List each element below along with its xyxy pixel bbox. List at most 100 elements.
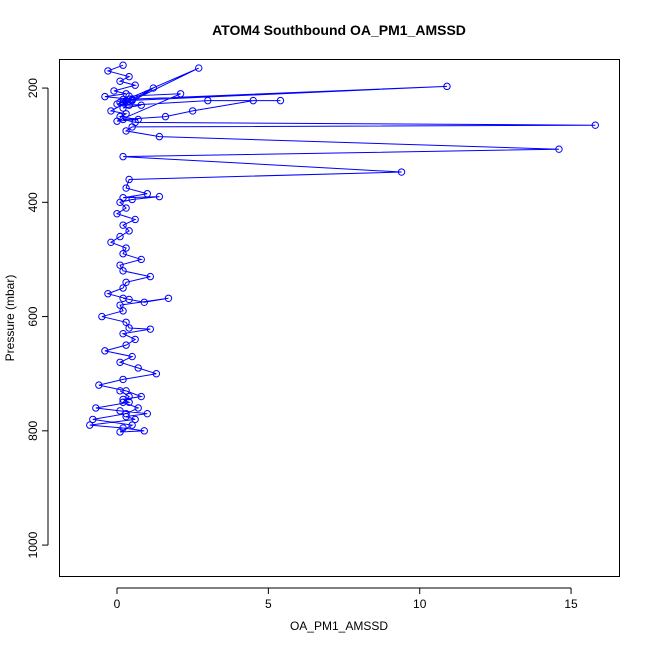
- data-point: [146, 272, 155, 281]
- data-point: [86, 421, 94, 429]
- data-point: [131, 215, 139, 224]
- data-point: [98, 312, 106, 321]
- data-point: [249, 96, 257, 105]
- data-point: [125, 392, 133, 401]
- data-point: [119, 284, 127, 292]
- data-point: [134, 364, 142, 372]
- series-line: [89, 64, 596, 433]
- data-point: [119, 395, 127, 404]
- data-point: [146, 325, 155, 333]
- data-point: [116, 301, 124, 309]
- y-tick-label: 200: [26, 78, 40, 98]
- data-point: [119, 294, 127, 302]
- data-point: [119, 250, 127, 258]
- y-axis-label: Pressure (mbar): [3, 275, 17, 362]
- data-point: [176, 90, 185, 98]
- data-point: [116, 358, 124, 366]
- data-point: [116, 98, 124, 107]
- y-axis: 200 400 600 800 1000: [26, 78, 49, 558]
- x-tick-label: 10: [413, 597, 427, 611]
- data-point: [104, 290, 112, 298]
- data-point: [152, 369, 161, 378]
- data-point: [122, 278, 130, 286]
- data-point: [122, 409, 130, 418]
- data-point: [116, 428, 124, 436]
- y-tick-label: 800: [26, 420, 40, 440]
- data-point: [125, 101, 133, 109]
- data-point: [555, 145, 563, 153]
- y-tick-label: 400: [26, 192, 40, 212]
- data-point: [131, 81, 139, 89]
- data-point: [110, 87, 118, 95]
- data-point: [204, 96, 212, 105]
- data-point: [134, 404, 142, 412]
- data-point: [116, 261, 124, 269]
- data-point: [119, 115, 127, 124]
- data-point: [143, 190, 151, 198]
- data-point: [122, 127, 130, 135]
- data-point: [122, 341, 130, 349]
- data-point: [137, 255, 145, 264]
- data-point: [188, 107, 197, 115]
- data-point: [143, 409, 151, 418]
- data-point: [104, 67, 112, 75]
- data-point: [119, 307, 127, 315]
- data-point: [119, 221, 127, 229]
- data-point: [155, 192, 164, 201]
- data-point: [122, 110, 130, 118]
- data-point: [140, 427, 148, 435]
- data-point: [119, 61, 127, 69]
- x-axis-label: OA_PM1_AMSSD: [290, 619, 388, 633]
- data-point: [116, 198, 124, 207]
- data-point: [101, 92, 109, 101]
- data-point: [195, 64, 203, 72]
- data-point: [443, 82, 451, 91]
- plot-frame: [59, 59, 620, 577]
- data-point: [125, 175, 133, 184]
- data-point: [116, 387, 124, 395]
- data-point: [119, 267, 127, 275]
- data-point: [122, 318, 130, 326]
- data-point: [107, 107, 115, 115]
- data-point: [119, 330, 127, 338]
- data-point: [131, 335, 139, 344]
- data-point: [137, 392, 145, 401]
- data-point: [125, 72, 133, 81]
- data-point: [119, 152, 127, 161]
- data-point: [107, 238, 115, 247]
- data-point: [122, 412, 130, 421]
- data-point: [101, 347, 109, 355]
- data-point: [122, 244, 130, 252]
- data-point: [122, 204, 130, 212]
- y-tick-label: 1000: [26, 531, 40, 558]
- data-point: [397, 168, 406, 176]
- data-point: [155, 132, 164, 141]
- data-point: [89, 415, 97, 424]
- data-point: [92, 404, 100, 412]
- x-tick-label: 0: [114, 597, 121, 611]
- x-tick-label: 5: [265, 597, 272, 611]
- y-tick-label: 600: [26, 306, 40, 326]
- data-point: [122, 184, 130, 192]
- data-point: [125, 227, 133, 235]
- data-point: [164, 294, 173, 302]
- data-point: [119, 398, 127, 406]
- data-point: [128, 195, 136, 204]
- data-point: [137, 101, 145, 109]
- data-point: [161, 112, 170, 121]
- data-point: [125, 324, 133, 332]
- data-point: [128, 352, 136, 361]
- chart-title: ATOM4 Southbound OA_PM1_AMSSD: [212, 22, 466, 38]
- data-point: [119, 375, 127, 384]
- data-point: [149, 84, 158, 92]
- data-point: [95, 381, 103, 389]
- data-point: [113, 210, 121, 218]
- data-point: [140, 298, 148, 306]
- data-point: [131, 415, 139, 424]
- x-tick-label: 15: [564, 597, 578, 611]
- data-point: [119, 104, 127, 112]
- data-series: [86, 61, 599, 436]
- data-point: [116, 407, 124, 415]
- x-axis: 0 5 10 15: [114, 587, 578, 611]
